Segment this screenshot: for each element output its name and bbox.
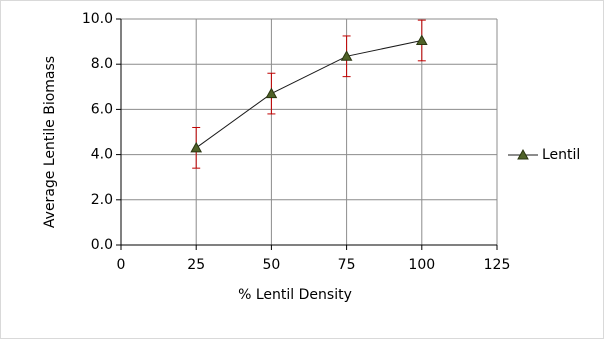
x-tick-label: 125 — [484, 257, 511, 273]
legend-label: Lentil — [542, 147, 580, 163]
x-tick-label: 50 — [262, 257, 280, 273]
x-tick-label: 25 — [187, 257, 205, 273]
point-marker — [340, 50, 353, 61]
y-tick-label: 8.0 — [91, 56, 113, 72]
y-axis-title: Average Lentile Biomass — [42, 56, 58, 228]
y-tick-label: 4.0 — [91, 147, 113, 163]
point-marker — [265, 87, 278, 99]
y-tick-label: 6.0 — [91, 101, 113, 117]
legend-marker — [517, 148, 529, 160]
series-line — [195, 39, 422, 149]
x-tick-label: 100 — [408, 257, 435, 273]
y-tick-label: 2.0 — [91, 192, 113, 208]
x-tick-label: 0 — [117, 257, 126, 273]
y-tick-label: 0.0 — [91, 237, 113, 253]
plot-area — [121, 19, 497, 245]
x-axis-title: % Lentil Density — [238, 287, 352, 303]
point-marker — [190, 141, 203, 153]
y-tick-label: 10.0 — [82, 11, 113, 27]
point-marker — [415, 34, 428, 45]
x-tick-label: 75 — [338, 257, 356, 273]
